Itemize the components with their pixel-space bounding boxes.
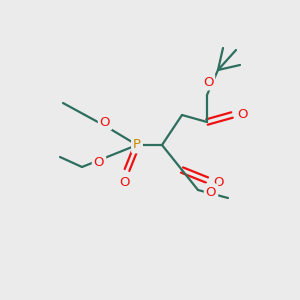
Text: O: O xyxy=(203,76,213,88)
Text: O: O xyxy=(94,157,104,169)
Text: O: O xyxy=(213,176,223,190)
Text: P: P xyxy=(133,139,141,152)
Text: O: O xyxy=(100,116,110,128)
Text: O: O xyxy=(238,109,248,122)
Text: O: O xyxy=(206,185,216,199)
Text: O: O xyxy=(120,176,130,188)
